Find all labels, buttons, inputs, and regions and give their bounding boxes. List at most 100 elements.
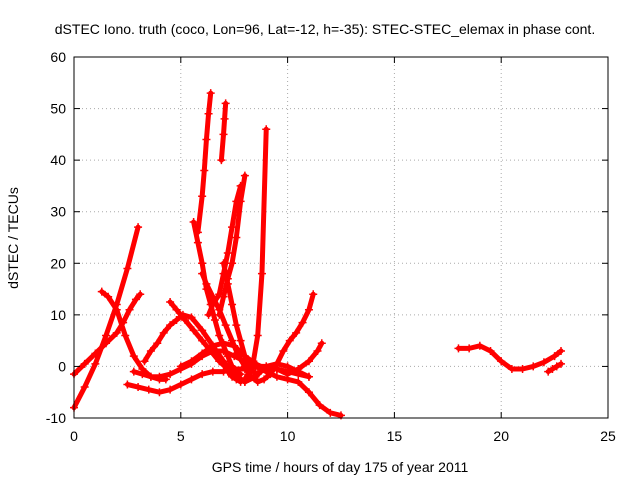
- y-axis-label: dSTEC / TECUs: [5, 187, 21, 289]
- plot-frame: [73, 56, 609, 419]
- data-point: [155, 372, 164, 381]
- data-point: [304, 372, 313, 381]
- data-point: [266, 370, 275, 379]
- data-point: [454, 344, 463, 353]
- data-point: [97, 287, 106, 296]
- data-point: [232, 233, 241, 242]
- data-point: [529, 362, 538, 371]
- data-point: [223, 279, 232, 288]
- series-18: [544, 359, 566, 376]
- data-point: [129, 367, 138, 376]
- data-point: [193, 238, 202, 247]
- data-point: [208, 367, 217, 376]
- data-point: [123, 380, 132, 389]
- data-point: [557, 359, 566, 368]
- data-point: [279, 346, 288, 355]
- data-point: [507, 365, 516, 374]
- data-point: [121, 331, 130, 340]
- data-point: [236, 336, 245, 345]
- data-point: [317, 339, 326, 348]
- data-point: [228, 259, 237, 268]
- data-point: [285, 336, 294, 345]
- data-point: [262, 125, 271, 134]
- data-point: [187, 375, 196, 384]
- series-track: [225, 126, 269, 385]
- data-point: [198, 326, 207, 335]
- data-point: [125, 305, 134, 314]
- data-point: [144, 385, 153, 394]
- data-point: [176, 362, 185, 371]
- y-tick-label: -10: [46, 410, 66, 426]
- data-point: [208, 341, 217, 350]
- data-point: [253, 331, 262, 340]
- data-point: [215, 357, 224, 366]
- data-point: [166, 385, 175, 394]
- data-point: [253, 377, 262, 386]
- data-point: [283, 370, 292, 379]
- data-point: [326, 408, 335, 417]
- data-point: [232, 375, 241, 384]
- data-point: [557, 346, 566, 355]
- data-point: [262, 365, 271, 374]
- data-point: [140, 357, 149, 366]
- data-point: [210, 316, 219, 325]
- y-tick-label: 0: [58, 358, 66, 374]
- data-point: [204, 310, 213, 319]
- data-point: [187, 357, 196, 366]
- data-point: [232, 321, 241, 330]
- data-point: [544, 367, 553, 376]
- data-point: [189, 218, 198, 227]
- data-point: [240, 171, 249, 180]
- data-point: [294, 365, 303, 374]
- y-tick-label: 40: [50, 152, 66, 168]
- data-point: [172, 316, 181, 325]
- data-point: [272, 359, 281, 368]
- data-point: [298, 318, 307, 327]
- data-point: [552, 362, 561, 371]
- data-point: [240, 352, 249, 361]
- data-point: [465, 344, 474, 353]
- y-tick-label: 60: [50, 49, 66, 65]
- data-point: [166, 297, 175, 306]
- data-point: [198, 370, 207, 379]
- data-point: [240, 375, 249, 384]
- data-point: [228, 336, 237, 345]
- data-point: [220, 114, 229, 123]
- data-point: [215, 331, 224, 340]
- data-point: [304, 388, 313, 397]
- data-point: [138, 370, 147, 379]
- data-point: [181, 316, 190, 325]
- x-tick-label: 20: [493, 428, 509, 444]
- data-point: [219, 259, 228, 268]
- data-point: [486, 346, 495, 355]
- data-point: [249, 357, 258, 366]
- data-point: [309, 290, 318, 299]
- series-track: [455, 343, 564, 372]
- data-point: [134, 383, 143, 392]
- data-point: [202, 279, 211, 288]
- data-point: [304, 305, 313, 314]
- data-point: [228, 372, 237, 381]
- data-point: [136, 290, 145, 299]
- data-point: [518, 365, 527, 374]
- data-point: [200, 166, 209, 175]
- data-point: [91, 349, 100, 358]
- data-point: [172, 305, 181, 314]
- data-point: [228, 362, 237, 371]
- data-point: [215, 310, 224, 319]
- data-point: [245, 367, 254, 376]
- data-point: [228, 223, 237, 232]
- data-point: [221, 99, 230, 108]
- data-point: [294, 377, 303, 386]
- data-point: [159, 328, 168, 337]
- data-point: [223, 352, 232, 361]
- data-point: [236, 197, 245, 206]
- grid: [74, 57, 608, 418]
- x-tick-label: 15: [387, 428, 403, 444]
- series-17: [454, 341, 566, 374]
- data-point: [253, 370, 262, 379]
- data-point: [204, 109, 213, 118]
- series-track: [545, 361, 564, 375]
- data-point: [146, 346, 155, 355]
